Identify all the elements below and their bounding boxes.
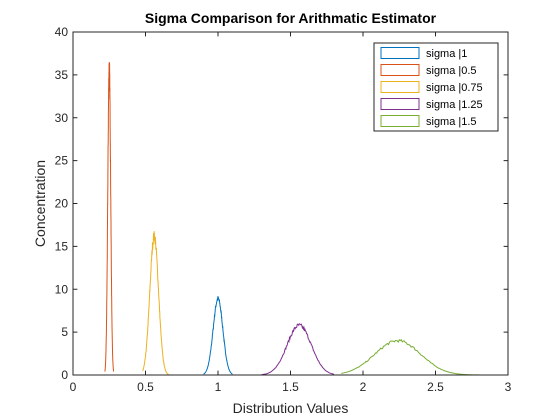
y-tick-label: 40 (55, 25, 69, 39)
x-tick-label: 0.5 (137, 380, 154, 394)
y-tick-label: 25 (55, 154, 69, 168)
series-line-1 (104, 62, 115, 372)
x-axis-label: Distribution Values (233, 400, 349, 416)
y-tick-label: 0 (61, 368, 68, 382)
legend-entry-label: sigma |1.25 (426, 99, 483, 111)
y-axis-label: Concentration (32, 160, 48, 247)
legend-swatch (380, 98, 420, 110)
legend-entry-label: sigma |0.75 (426, 82, 483, 94)
legend-swatch (380, 115, 420, 127)
legend-swatch (380, 81, 420, 93)
y-tick-label: 5 (61, 325, 68, 339)
x-tick-label: 1.5 (282, 380, 299, 394)
series-line-4 (341, 339, 480, 376)
y-tick-label: 10 (55, 282, 69, 296)
y-tick-label: 15 (55, 239, 69, 253)
x-axis: 0 0.5 1 1.5 2 2.5 3 (70, 32, 512, 394)
series-line-0 (203, 296, 233, 375)
y-tick-label: 35 (55, 68, 69, 82)
series-layer (104, 62, 480, 376)
y-tick-label: 20 (55, 197, 69, 211)
legend: sigma |1 sigma |0.5 sigma |0.75 sigma |1.25… (373, 42, 499, 132)
y-tick-label: 30 (55, 111, 69, 125)
legend-box (373, 42, 499, 132)
legend-swatch (380, 64, 420, 76)
y-axis: 0 5 10 15 20 25 30 35 40 (55, 25, 508, 382)
legend-entry-label: sigma |0.5 (426, 65, 477, 77)
legend-swatch (380, 47, 420, 59)
x-tick-label: 1 (215, 380, 222, 394)
series-line-3 (261, 323, 335, 376)
chart-title: Sigma Comparison for Arithmatic Estimato… (145, 10, 437, 26)
legend-entry-label: sigma |1.5 (426, 116, 477, 128)
legend-entry-label: sigma |1 (426, 48, 467, 60)
x-tick-label: 3 (505, 380, 512, 394)
series-line-2 (142, 231, 169, 375)
x-tick-label: 2.5 (427, 380, 444, 394)
x-tick-label: 0 (70, 380, 77, 394)
x-tick-label: 2 (360, 380, 367, 394)
